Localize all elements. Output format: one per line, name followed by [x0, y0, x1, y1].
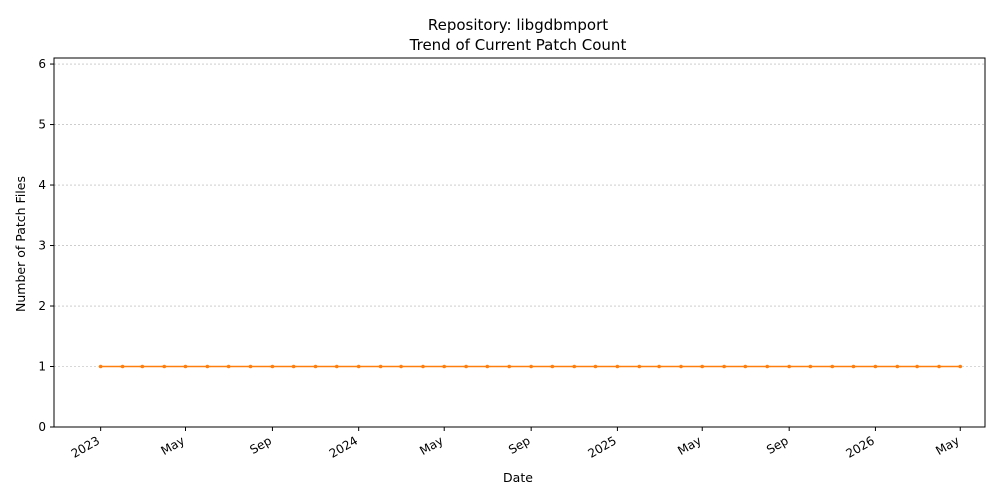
- data-point: [958, 364, 963, 369]
- data-point: [507, 364, 512, 369]
- data-point: [722, 364, 726, 369]
- y-tick-label: 3: [38, 239, 46, 253]
- x-axis-label: Date: [503, 470, 533, 485]
- x-tick-label: May: [158, 433, 186, 458]
- data-point: [485, 364, 490, 369]
- data-point: [572, 364, 577, 369]
- data-point: [743, 364, 748, 369]
- y-tick-label: 5: [38, 118, 46, 132]
- data-point: [248, 364, 253, 369]
- data-point: [421, 364, 425, 369]
- data-point: [270, 364, 275, 369]
- data-point: [291, 364, 296, 369]
- y-tick-label: 1: [38, 360, 46, 374]
- chart-subtitle: Trend of Current Patch Count: [409, 36, 627, 54]
- data-point: [787, 364, 791, 369]
- data-point: [550, 364, 555, 369]
- y-tick-label: 0: [38, 420, 46, 434]
- x-axis-ticks: 2023 May Sep 2024 May Sep 2025 May Sep 2026 May: [69, 427, 962, 461]
- data-point: [378, 364, 383, 369]
- data-point: [895, 364, 900, 369]
- data-point: [873, 364, 878, 369]
- data-point: [657, 364, 661, 369]
- x-tick-label: May: [675, 433, 703, 458]
- data-point: [98, 364, 103, 369]
- data-point: [140, 364, 145, 369]
- data-point: [464, 364, 468, 369]
- plot-frame: [53, 57, 986, 428]
- data-point: [700, 364, 705, 369]
- y-tick-label: 4: [38, 178, 46, 192]
- y-tick-label: 6: [38, 57, 46, 71]
- x-tick-label: Sep: [506, 433, 533, 456]
- data-point: [851, 364, 856, 369]
- data-point: [679, 364, 683, 369]
- y-tick-label: 2: [38, 299, 46, 313]
- series-group: [98, 364, 963, 369]
- chart-title: Repository: libgdbmport: [428, 16, 608, 34]
- data-point: [637, 364, 642, 369]
- x-tick-label: Sep: [247, 433, 274, 456]
- data-point: [205, 364, 210, 369]
- y-axis-ticks: 0 1 2 3 4 5 6: [38, 57, 54, 434]
- x-tick-label: Sep: [764, 433, 791, 456]
- data-point: [356, 364, 361, 369]
- x-tick-label: 2026: [843, 433, 876, 460]
- y-axis-label: Number of Patch Files: [13, 176, 28, 312]
- x-tick-label: May: [933, 433, 961, 458]
- data-point: [226, 364, 231, 369]
- data-point: [183, 364, 188, 369]
- gridlines: [54, 63, 985, 428]
- x-tick-label: May: [417, 433, 445, 458]
- x-tick-label: 2025: [585, 433, 618, 460]
- data-point: [808, 364, 813, 369]
- data-point: [162, 364, 167, 369]
- x-tick-label: 2024: [327, 433, 360, 460]
- data-point: [313, 364, 318, 369]
- data-point: [765, 364, 770, 369]
- x-tick-label: 2023: [69, 433, 102, 460]
- data-point: [937, 364, 941, 369]
- data-point: [529, 364, 533, 369]
- data-point: [830, 364, 835, 369]
- data-point: [615, 364, 620, 369]
- data-point: [334, 364, 339, 369]
- data-point: [593, 364, 598, 369]
- data-point: [442, 364, 447, 369]
- data-point: [120, 364, 125, 369]
- data-point: [915, 364, 919, 369]
- data-point: [399, 364, 403, 369]
